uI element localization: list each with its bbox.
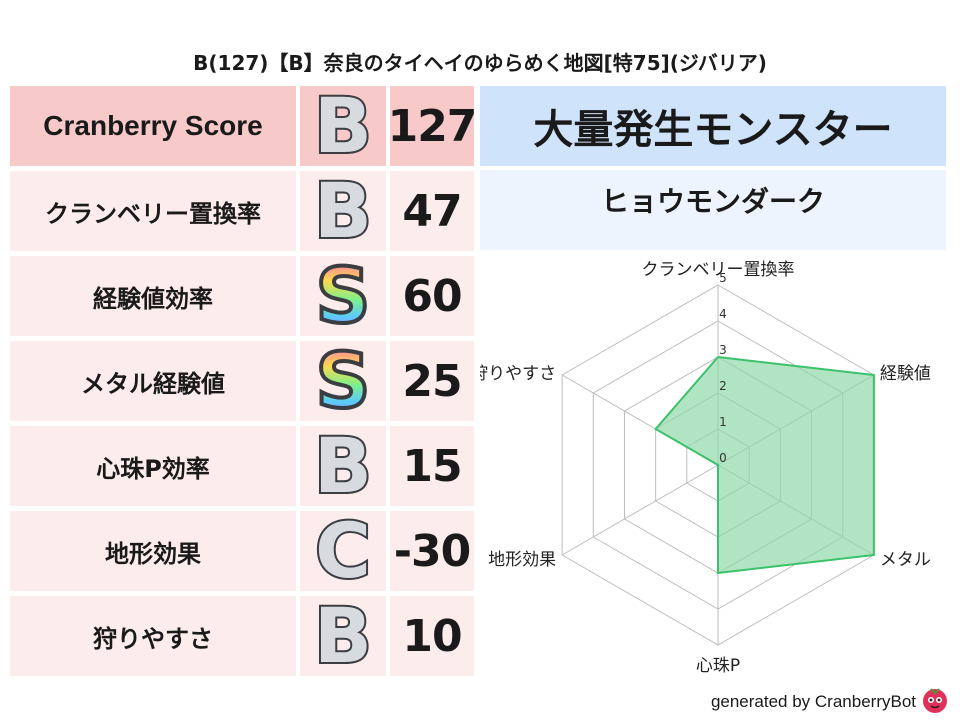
grade-cell: B bbox=[300, 86, 386, 166]
grade-badge: B bbox=[312, 81, 374, 170]
metric-value: 127 bbox=[388, 86, 477, 166]
grade-badge: C bbox=[313, 506, 373, 595]
radar-scale-tick: 1 bbox=[719, 415, 727, 429]
score-row: メタル経験値 S 25 bbox=[10, 341, 474, 421]
metric-label: 経験値効率 bbox=[10, 256, 296, 336]
metric-value: 15 bbox=[390, 426, 474, 506]
grade-cell: C bbox=[300, 511, 386, 591]
score-row: 経験値効率 S 60 bbox=[10, 256, 474, 336]
grade-cell: B bbox=[300, 596, 386, 676]
grade-cell: B bbox=[300, 171, 386, 251]
grade-badge: B bbox=[312, 591, 374, 680]
metric-label: メタル経験値 bbox=[10, 341, 296, 421]
monster-name: ヒョウモンダーク bbox=[480, 170, 946, 250]
grade-badge: S bbox=[308, 256, 378, 336]
score-row: 狩りやすさ B 10 bbox=[10, 596, 474, 676]
radar-scale-tick: 3 bbox=[719, 343, 727, 357]
radar-axis-label: メタル bbox=[880, 550, 931, 570]
grade-cell: S bbox=[300, 341, 386, 421]
score-row: 地形効果 C -30 bbox=[10, 511, 474, 591]
metric-value: -30 bbox=[390, 511, 474, 591]
radar-axis-label: クランベリー置換率 bbox=[642, 260, 795, 280]
metric-label: 心珠P効率 bbox=[10, 426, 296, 506]
radar-scale-tick: 5 bbox=[719, 271, 727, 285]
metric-value: 47 bbox=[390, 171, 474, 251]
score-row: 心珠P効率 B 15 bbox=[10, 426, 474, 506]
grade-cell: S bbox=[300, 256, 386, 336]
monster-heading: 大量発生モンスター bbox=[480, 86, 946, 166]
radar-spoke bbox=[561, 464, 719, 556]
metric-value: 60 bbox=[390, 256, 474, 336]
radar-axis-label: 地形効果 bbox=[488, 550, 556, 570]
metric-label: クランベリー置換率 bbox=[10, 171, 296, 251]
score-row: クランベリー置換率 B 47 bbox=[10, 171, 474, 251]
radar-scale-tick: 0 bbox=[719, 451, 727, 465]
score-header-row: Cranberry Score B 127 bbox=[10, 86, 477, 166]
radar-axis-label: 経験値 bbox=[880, 364, 931, 384]
radar-scale-tick: 2 bbox=[719, 379, 727, 393]
grade-cell: B bbox=[300, 426, 386, 506]
metric-label: 地形効果 bbox=[10, 511, 296, 591]
grade-badge: B bbox=[312, 421, 374, 510]
radar-scale-tick: 4 bbox=[719, 307, 727, 321]
page-title: B(127)【B】奈良のタイヘイのゆらめく地図[特75](ジバリア) bbox=[193, 51, 767, 75]
cranberry-bot-icon bbox=[923, 688, 947, 713]
radar-axis-label: 心珠P bbox=[696, 656, 740, 676]
radar-series-area bbox=[654, 355, 875, 575]
metric-label: Cranberry Score bbox=[10, 86, 296, 166]
metric-value: 25 bbox=[390, 341, 474, 421]
metric-label: 狩りやすさ bbox=[10, 596, 296, 676]
footer-credit: generated by CranberryBot bbox=[710, 692, 916, 711]
grade-badge: B bbox=[312, 166, 374, 255]
metric-value: 10 bbox=[390, 596, 474, 676]
radar-axis-label: 狩りやすさ bbox=[480, 364, 556, 384]
grade-badge: S bbox=[308, 341, 378, 421]
